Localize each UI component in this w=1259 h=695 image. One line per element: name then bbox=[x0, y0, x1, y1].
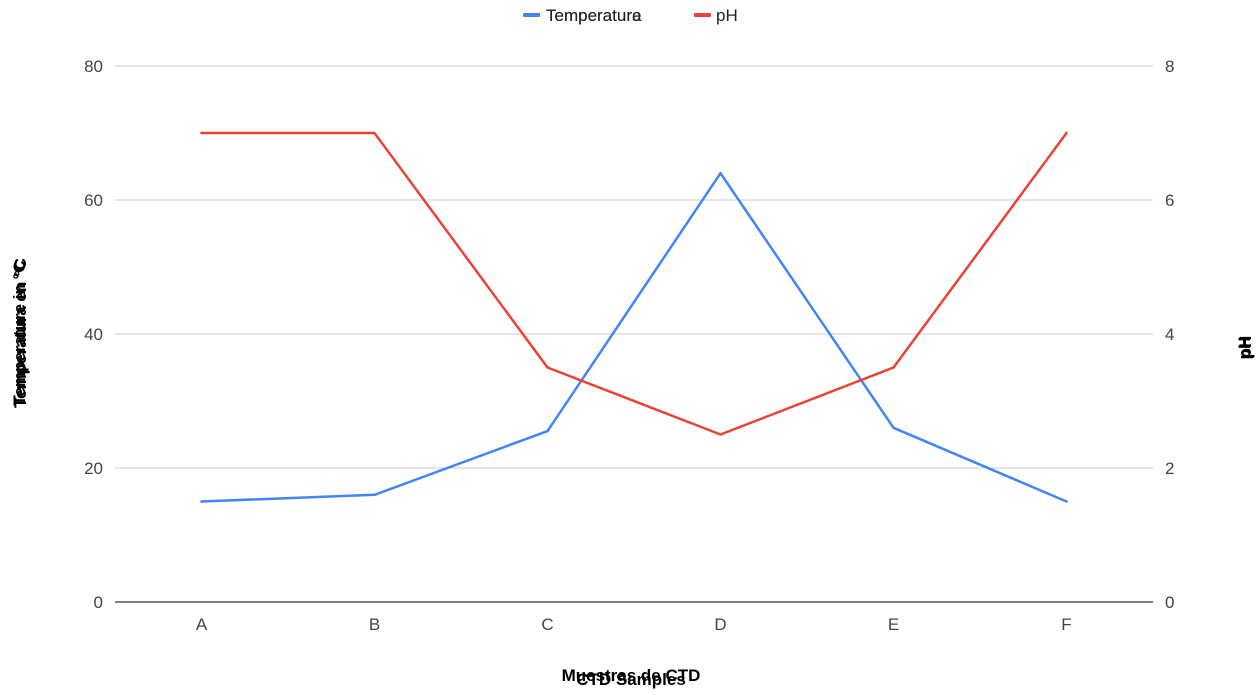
y-tick-label-right: 2 bbox=[1165, 459, 1174, 478]
y-tick-label-right: 6 bbox=[1165, 191, 1174, 210]
legend-swatch-temperatura bbox=[523, 13, 540, 17]
data-point-ph bbox=[200, 131, 203, 135]
x-axis-title-es: Muestras de CTD bbox=[562, 666, 701, 685]
data-point-temperatura bbox=[546, 429, 549, 433]
data-point-temperatura bbox=[200, 500, 203, 503]
y-axis-title-right-a: pH bbox=[1236, 336, 1255, 359]
y-tick-label-left: 20 bbox=[84, 459, 103, 478]
data-point-temperatura bbox=[892, 426, 895, 429]
data-point-ph bbox=[546, 366, 549, 369]
y-tick-label-right: 4 bbox=[1165, 325, 1174, 344]
x-tick-label: A bbox=[196, 615, 208, 634]
series-line-temperatura bbox=[200, 171, 1068, 503]
data-point-ph bbox=[892, 366, 895, 369]
y-tick-label-left: 60 bbox=[84, 191, 103, 210]
data-point-ph bbox=[1065, 131, 1068, 135]
y-axis-title-right: pH pH bbox=[1235, 336, 1255, 360]
series-line-ph bbox=[200, 131, 1068, 436]
y-tick-label-left: 80 bbox=[84, 57, 103, 76]
series-lines bbox=[200, 131, 1068, 503]
axes: 0 20 40 60 80 0 2 4 6 8 A B C D E F bbox=[84, 57, 1174, 634]
x-axis-title-en: CTD Samples bbox=[576, 670, 686, 689]
legend-label-temperatura-overlay: Temperature bbox=[546, 6, 641, 25]
x-tick-label: F bbox=[1061, 615, 1071, 634]
x-tick-label: B bbox=[369, 615, 380, 634]
gridlines bbox=[115, 65, 1153, 603]
data-point-ph bbox=[719, 433, 722, 436]
y-axis-title-left-es: Temperatura en °C bbox=[11, 258, 30, 408]
y-tick-label-right: 8 bbox=[1165, 57, 1174, 76]
data-point-temperatura bbox=[1065, 500, 1068, 503]
data-point-ph bbox=[373, 131, 376, 135]
x-tick-label: E bbox=[888, 615, 899, 634]
y-axis-title-right-b: pH bbox=[1235, 337, 1254, 360]
y-axis-title-left: Temperatura en °C Temperature in °C bbox=[10, 258, 30, 408]
legend: Temperatura Temperature pH bbox=[523, 6, 738, 25]
y-tick-label-right: 0 bbox=[1165, 593, 1174, 612]
y-tick-label-left: 0 bbox=[94, 593, 103, 612]
x-axis-title: Muestras de CTD CTD Samples bbox=[562, 666, 701, 689]
y-axis-title-left-en: Temperature in °C bbox=[10, 260, 29, 405]
legend-swatch-ph bbox=[694, 13, 711, 17]
x-tick-label: C bbox=[541, 615, 553, 634]
data-point-temperatura bbox=[719, 172, 722, 175]
y-tick-label-left: 40 bbox=[84, 325, 103, 344]
x-tick-label: D bbox=[714, 615, 726, 634]
legend-label-temperatura: Temperatura bbox=[546, 6, 642, 25]
legend-label-ph: pH bbox=[716, 6, 738, 25]
data-point-temperatura bbox=[373, 493, 376, 496]
